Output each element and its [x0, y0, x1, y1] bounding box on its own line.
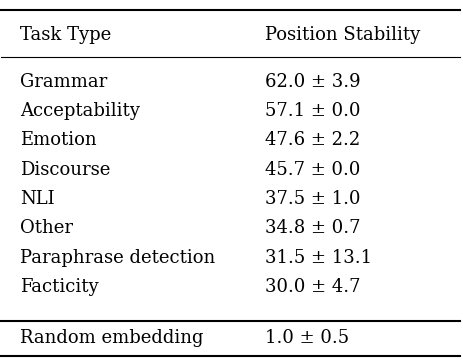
Text: 57.1 ± 0.0: 57.1 ± 0.0	[265, 102, 360, 120]
Text: 31.5 ± 13.1: 31.5 ± 13.1	[265, 248, 371, 266]
Text: 30.0 ± 4.7: 30.0 ± 4.7	[265, 278, 360, 296]
Text: 47.6 ± 2.2: 47.6 ± 2.2	[265, 131, 360, 149]
Text: NLI: NLI	[20, 190, 54, 208]
Text: Facticity: Facticity	[20, 278, 98, 296]
Text: Discourse: Discourse	[20, 161, 110, 179]
Text: Other: Other	[20, 219, 73, 237]
Text: Grammar: Grammar	[20, 73, 107, 91]
Text: 37.5 ± 1.0: 37.5 ± 1.0	[265, 190, 360, 208]
Text: Task Type: Task Type	[20, 26, 111, 44]
Text: Emotion: Emotion	[20, 131, 96, 149]
Text: 62.0 ± 3.9: 62.0 ± 3.9	[265, 73, 360, 91]
Text: Position Stability: Position Stability	[265, 26, 419, 44]
Text: 1.0 ± 0.5: 1.0 ± 0.5	[265, 329, 349, 347]
Text: Paraphrase detection: Paraphrase detection	[20, 248, 214, 266]
Text: 45.7 ± 0.0: 45.7 ± 0.0	[265, 161, 360, 179]
Text: 34.8 ± 0.7: 34.8 ± 0.7	[265, 219, 360, 237]
Text: Random embedding: Random embedding	[20, 329, 203, 347]
Text: Acceptability: Acceptability	[20, 102, 139, 120]
